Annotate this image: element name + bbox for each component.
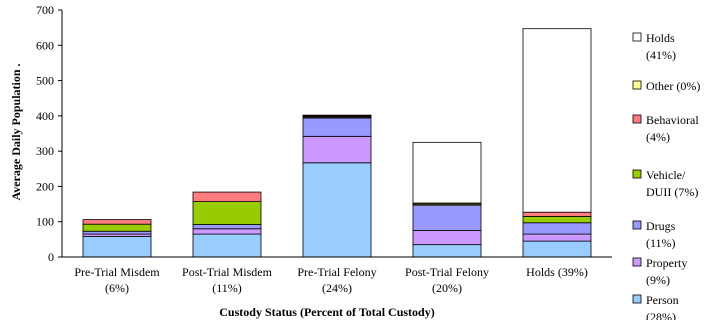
x-category-label: (6%) (105, 281, 129, 295)
legend-swatch (632, 294, 642, 304)
legend-item: Behavioral (4%) (632, 113, 699, 144)
legend-label: Person (646, 293, 679, 307)
legend-item: Drugs (11%) (632, 219, 676, 250)
legend-label: Property (646, 256, 687, 270)
y-tick-label: 700 (36, 3, 54, 17)
y-tick-label: 300 (36, 144, 54, 158)
bar-stacks (82, 28, 592, 258)
bar-stack (522, 28, 592, 258)
bar-segment (302, 135, 372, 164)
bar-segment (522, 222, 592, 235)
legend-item: Holds (41%) (632, 31, 676, 62)
bar-stack (192, 191, 262, 258)
x-category-label: Holds (39%) (526, 265, 588, 279)
legend: Holds (41%) Other (0%) Behavioral (4%) Vehicl… (632, 31, 700, 320)
x-axis-category-labels: Pre-Trial Misdem (6%) Post-Trial Misdem (11… (74, 265, 587, 295)
bar-segment (412, 204, 482, 231)
bar-segment (82, 219, 152, 225)
legend-label: (4%) (646, 130, 670, 144)
legend-swatch (632, 220, 642, 230)
bar-stack (302, 114, 372, 258)
legend-label: (9%) (646, 273, 670, 287)
bar-segment (522, 233, 592, 242)
legend-swatch (632, 114, 642, 124)
bar-segment (522, 240, 592, 258)
bar-segment (192, 228, 262, 235)
bar-segment (412, 141, 482, 204)
bar-segment (82, 236, 152, 258)
bar-segment (522, 28, 592, 213)
bar-segment (192, 191, 262, 203)
bar-segment (522, 216, 592, 224)
legend-item: Other (0%) (632, 79, 700, 93)
bar-segment (192, 233, 262, 258)
x-category-label: Post-Trial Misdem (182, 265, 273, 279)
bar-segment (302, 117, 372, 137)
bar-segment (522, 211, 592, 217)
x-axis-title: Custody Status (Percent of Total Custody… (219, 305, 434, 319)
bar-stack (82, 219, 152, 258)
bar-segment (82, 230, 152, 235)
bar-segment (302, 114, 372, 117)
legend-item: Property (9%) (632, 256, 687, 287)
legend-swatch (632, 169, 642, 179)
legend-label: Drugs (646, 219, 676, 233)
y-tick-label: 0 (48, 250, 54, 264)
legend-label: Behavioral (646, 113, 699, 127)
y-tick-label: 200 (36, 179, 54, 193)
legend-swatch (632, 32, 642, 42)
bar-segment (412, 244, 482, 258)
legend-item: Person (28%) (632, 293, 679, 320)
legend-label: (11%) (646, 236, 676, 250)
x-category-label: Pre-Trial Felony (297, 265, 376, 279)
y-axis-ticks: 0 100 200 300 400 500 600 700 (36, 3, 62, 264)
y-tick-label: 100 (36, 215, 54, 229)
x-category-label: Pre-Trial Misdem (74, 265, 160, 279)
legend-label: Vehicle/ (646, 168, 686, 182)
legend-swatch (632, 80, 642, 90)
bar-segment (412, 230, 482, 246)
y-tick-label: 400 (36, 109, 54, 123)
bar-segment (302, 162, 372, 258)
legend-label: (41%) (646, 48, 676, 62)
x-category-label: (24%) (322, 281, 352, 295)
bar-segment (82, 223, 152, 232)
axes (61, 10, 612, 258)
legend-label: (28%) (646, 310, 676, 320)
bar-stack (412, 141, 482, 258)
x-category-label: (11%) (212, 281, 242, 295)
legend-label: Holds (646, 31, 675, 45)
bar-segment (192, 224, 262, 230)
y-tick-label: 500 (36, 74, 54, 88)
legend-label: DUII (7%) (646, 185, 698, 199)
y-tick-label: 600 (36, 38, 54, 52)
x-category-label: (20%) (432, 281, 462, 295)
x-category-label: Post-Trial Felony (405, 265, 489, 279)
y-axis-title: Average Daily Population . (9, 63, 23, 200)
legend-item: Vehicle/DUII (7%) (632, 168, 698, 199)
bar-segment (192, 201, 262, 225)
legend-swatch (632, 257, 642, 267)
legend-label: Other (0%) (646, 79, 700, 93)
